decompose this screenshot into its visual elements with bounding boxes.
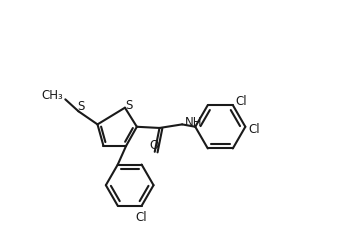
Text: Cl: Cl	[248, 123, 260, 136]
Text: O: O	[149, 139, 158, 152]
Text: CH₃: CH₃	[41, 89, 63, 102]
Text: Cl: Cl	[136, 211, 147, 224]
Text: Cl: Cl	[236, 95, 247, 108]
Text: NH: NH	[184, 115, 202, 129]
Text: S: S	[125, 99, 132, 112]
Text: S: S	[78, 101, 85, 113]
